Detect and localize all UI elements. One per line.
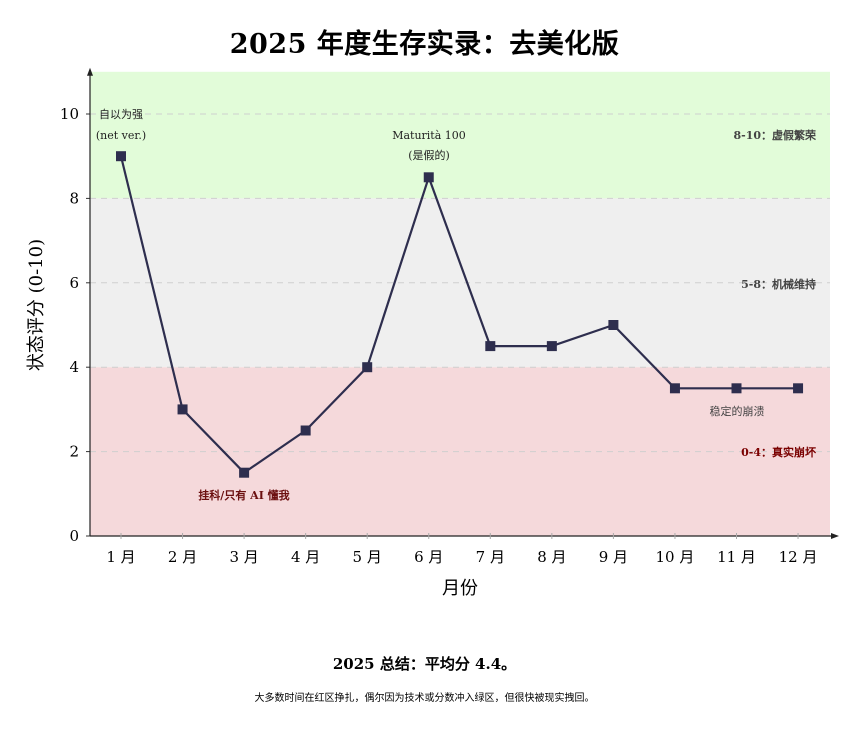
annotation-label: 稳定的崩溃: [710, 404, 765, 418]
x-axis-title: 月份: [442, 578, 478, 599]
annotation-label: Maturità 100: [392, 129, 466, 142]
data-point-marker: [300, 425, 311, 436]
annotation-label: 自以为强: [99, 108, 143, 121]
annotation-label: 挂科/只有 AI 懂我: [198, 488, 289, 502]
data-point-marker: [731, 383, 742, 394]
x-tick-label: 4 月: [291, 548, 320, 566]
zone-band: [90, 71, 830, 199]
annotation-label: (net ver.): [96, 129, 146, 142]
annotations: 自以为强 (net ver.) Maturità 100 (是假的) 挂科/只有 AI …: [96, 108, 765, 502]
summary-title: 2025 总结：平均分 4.4。: [332, 655, 517, 673]
x-tick-label: 6 月: [414, 548, 443, 566]
x-tick-label: 9 月: [599, 548, 628, 566]
series-line: [119, 155, 799, 474]
x-tick-label: 12 月: [779, 548, 818, 566]
y-tick-label: 2: [69, 443, 79, 461]
zone-label: 8-10：虚假繁荣: [733, 128, 817, 142]
x-tick-label: 7 月: [476, 548, 505, 566]
x-tick-label: 1 月: [106, 548, 135, 566]
axes: 0 2 4 6 8 10 1 月 2 月 3 月 4 月 5 月 6 月 7 月 8 月 9 月 10 月 11…: [60, 67, 839, 566]
data-point-marker: [669, 383, 680, 394]
x-axis-arrow-icon: [831, 533, 839, 539]
data-series: [116, 151, 804, 478]
data-point-marker: [485, 341, 496, 352]
data-point-marker: [362, 362, 373, 373]
x-tick-label: 2 月: [168, 548, 197, 566]
y-axis-arrow-icon: [87, 67, 93, 76]
zone-label: 5-8：机械维持: [741, 277, 816, 291]
annotation-label: (是假的): [408, 148, 450, 162]
y-axis-title: 状态评分 (0-10): [26, 239, 47, 371]
data-point-marker: [116, 151, 126, 162]
y-tick-label: 8: [69, 189, 79, 207]
x-tick-label: 8 月: [537, 548, 566, 566]
gridlines: [90, 113, 830, 453]
data-point-marker: [177, 404, 188, 415]
data-point-marker: [608, 320, 619, 330]
data-point-marker: [423, 172, 434, 183]
y-tick-label: 10: [60, 105, 79, 123]
y-tick-label: 0: [69, 527, 79, 545]
y-tick-label: 4: [69, 358, 79, 376]
chart-title: 2025 年度生存实录：去美化版: [229, 29, 620, 60]
y-tick-label: 6: [69, 274, 79, 292]
summary-text: 大多数时间在红区挣扎，偶尔因为技术或分数冲入绿区，但很快被现实拽回。: [254, 693, 595, 704]
x-tick-label: 3 月: [229, 548, 258, 566]
x-tick-label: 10 月: [656, 548, 695, 566]
data-point-marker: [239, 467, 250, 478]
zone-label: 0-4：真实崩坏: [741, 445, 816, 459]
data-point-marker: [546, 341, 557, 352]
zone-labels: 8-10：虚假繁荣 5-8：机械维持 0-4：真实崩坏: [733, 128, 817, 459]
x-tick-label: 5 月: [353, 548, 382, 566]
x-tick-label: 11 月: [717, 548, 756, 566]
data-point-marker: [793, 383, 804, 394]
